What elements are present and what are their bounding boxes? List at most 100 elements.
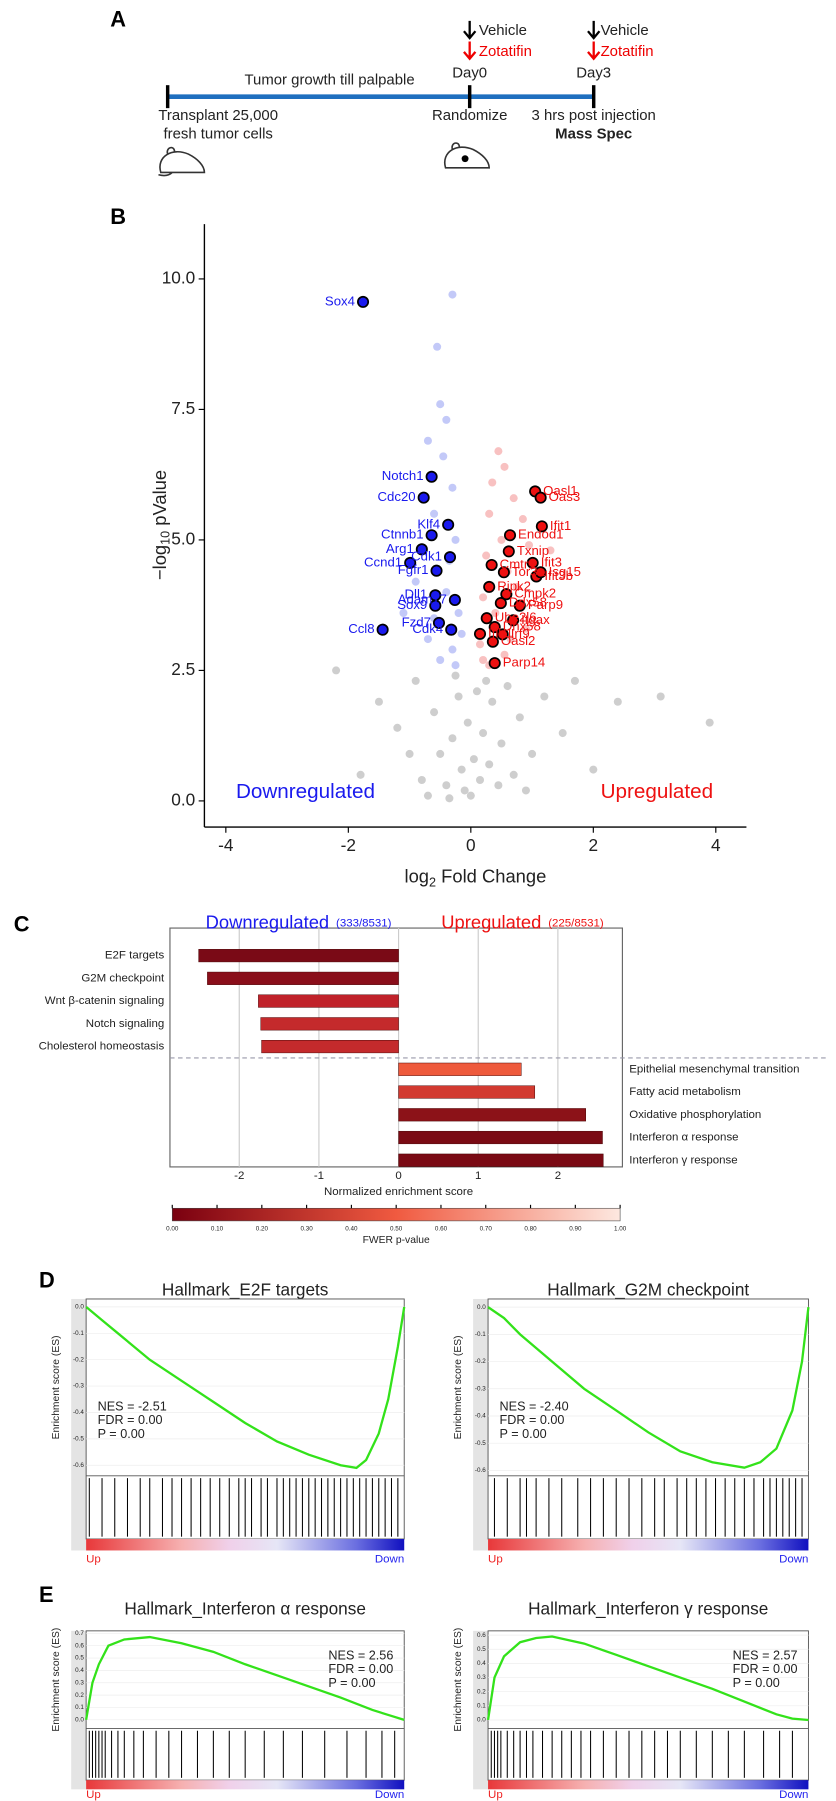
label-part: −log [149, 545, 170, 580]
group-count: (225/8531) [548, 917, 604, 929]
point [448, 483, 457, 492]
y-tick-label: 0.0 [477, 1717, 486, 1724]
point [405, 749, 414, 758]
timeline-text: 3 hrs post injection [532, 107, 656, 124]
x-tick-label: 2 [555, 1170, 561, 1182]
rank-end: Down [375, 1554, 404, 1566]
highlighted-point [488, 657, 501, 670]
point-label: Klf4 [417, 516, 440, 531]
treatment: Zotatifin [601, 43, 654, 60]
y-tick-label: 0.1 [477, 1702, 486, 1709]
group-name: Upregulated [441, 911, 541, 932]
group-header: Upregulated (225/8531) [441, 911, 604, 932]
point-label: Ifih1 [488, 625, 513, 640]
y-axis-label: Enrichment score (ES) [51, 1335, 62, 1439]
statistic: FDR = 0.00 [328, 1662, 393, 1676]
point [521, 786, 530, 795]
point [457, 629, 466, 638]
point [442, 588, 451, 597]
highlighted-point [415, 543, 428, 556]
highlighted-point [502, 545, 515, 558]
point [494, 781, 503, 790]
timeline: Tumor growth till palpable Day0 Day3 Veh… [158, 20, 656, 177]
highlighted-point [496, 628, 509, 641]
statistic: FDR = 0.00 [500, 1413, 565, 1427]
point [442, 781, 451, 790]
statistic: NES = -2.40 [500, 1399, 569, 1413]
y-tick-label: 0.0 [75, 1304, 84, 1311]
point [482, 551, 491, 560]
timeline-text: Randomize [432, 107, 507, 124]
highlighted-point [503, 529, 517, 542]
x-axis-label: log2 Fold Change [405, 865, 547, 889]
category-label: Wnt β-catenin signaling [45, 995, 164, 1007]
point [374, 697, 383, 706]
rank-end: Down [779, 1554, 808, 1566]
label-part: Fold Change [436, 865, 546, 886]
highlighted-point [507, 614, 520, 627]
statistic: FDR = 0.00 [733, 1662, 798, 1676]
point-label: Fzd7 [402, 614, 431, 629]
colorbar-tick-label: 0.00 [166, 1226, 179, 1233]
y-tick-label: -0.2 [73, 1356, 84, 1363]
bar [398, 1085, 536, 1099]
point [506, 635, 515, 644]
point-label: Ifit3b [544, 568, 573, 583]
timeline-text: Day3 [576, 65, 611, 82]
statistic: FDR = 0.00 [98, 1413, 163, 1427]
group-name: Downregulated [206, 911, 329, 932]
highlighted-point [494, 597, 507, 610]
timeline-text: Day0 [452, 65, 487, 82]
y-tick-label: -0.4 [475, 1413, 486, 1420]
rank-end: Up [488, 1789, 503, 1801]
point-label: Ifit3 [541, 554, 562, 569]
rank-end: Up [86, 1554, 101, 1566]
point [509, 770, 518, 779]
y-tick-label: 0.2 [75, 1692, 84, 1699]
highlighted-point [357, 295, 370, 308]
point-label: Cmpk2 [514, 586, 556, 601]
x-tick-label: -2 [234, 1170, 244, 1182]
highlighted-point [443, 551, 457, 564]
colorbar-tick-label: 1.00 [614, 1226, 627, 1233]
colorbar-tick-label: 0.10 [211, 1226, 224, 1233]
x-tick-label: -1 [314, 1170, 324, 1182]
y-tick-label: -0.4 [73, 1409, 84, 1416]
point [417, 776, 426, 785]
treatment: Vehicle [479, 22, 527, 39]
point [475, 640, 485, 649]
point-label: Cdc20 [378, 489, 416, 504]
point [451, 661, 460, 670]
highlighted-point [473, 627, 487, 640]
mouse-mark [461, 155, 469, 163]
point [558, 729, 567, 738]
statistic: NES = 2.56 [328, 1648, 393, 1662]
x-tick-label: 0 [466, 835, 476, 855]
point-label: Cdk1 [411, 549, 442, 564]
point [445, 794, 454, 803]
bar [398, 1108, 586, 1122]
y-tick-label: 0.0 [477, 1304, 486, 1311]
plot-title: Hallmark_Interferon γ response [528, 1599, 768, 1619]
point-label: Sox4 [325, 293, 355, 308]
statistic: P = 0.00 [500, 1427, 547, 1441]
y-tick-label: 0.4 [75, 1667, 84, 1674]
point-label: Oas3 [549, 489, 581, 504]
y-tick-label: 5.0 [171, 528, 195, 548]
point [466, 791, 475, 800]
y-tick-label: 10.0 [162, 267, 196, 287]
label-part: log [405, 865, 430, 886]
panel-label: C [14, 912, 30, 937]
point [512, 582, 521, 591]
point [485, 509, 494, 518]
point [448, 645, 457, 654]
point [589, 765, 598, 774]
panel-label: A [110, 7, 126, 32]
left-strip [71, 1298, 87, 1551]
point-label: Sox9 [397, 597, 427, 612]
y-tick-label: 0.3 [75, 1679, 84, 1686]
point [479, 729, 488, 738]
point [528, 749, 537, 758]
highlighted-point [429, 599, 442, 612]
